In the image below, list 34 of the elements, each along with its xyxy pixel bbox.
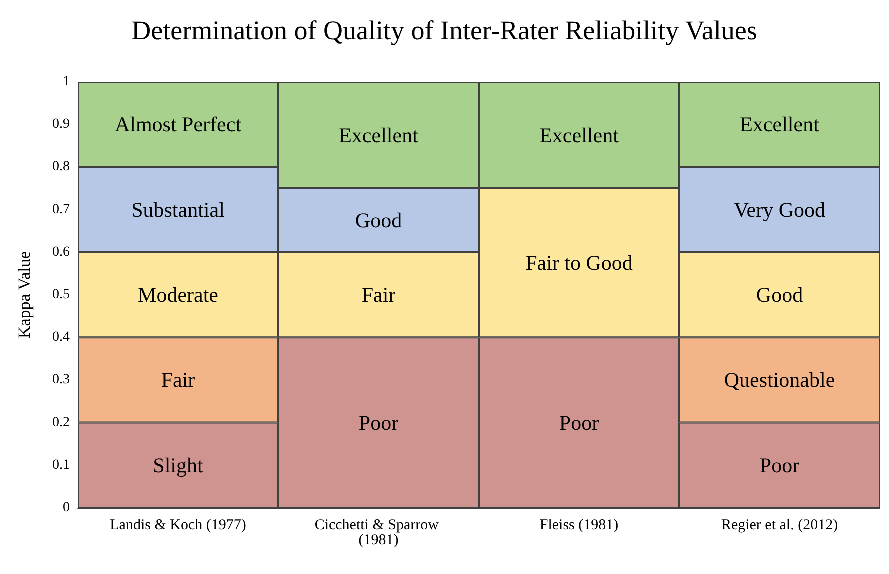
data-label: Substantial [132,198,226,222]
y-tick-label: 0.6 [52,244,70,260]
chart-title: Determination of Quality of Inter-Rater Reliability Values [132,16,758,46]
data-label: Good [355,208,403,232]
y-tick-label: 0.5 [52,288,70,302]
y-tick-label: 0.2 [52,415,70,430]
y-tick-label: 0.1 [52,458,70,473]
data-label: Moderate [138,283,218,307]
y-tick-label: 0.3 [52,372,70,388]
y-tick-label: 0 [63,500,70,516]
data-label: Very Good [734,198,826,222]
data-label: Almost Perfect [114,112,242,137]
y-tick-label: 0.4 [52,330,70,346]
data-label: Slight [153,453,204,478]
data-label: Poor [559,410,600,435]
y-tick-label: 0.8 [52,160,70,175]
data-label: Poor [760,453,800,478]
x-tick-label: Landis & Koch (1977) [110,518,246,534]
x-tick-label: Regier et al. (2012) [721,518,838,534]
data-label: Poor [358,410,399,435]
y-tick-label: 0.9 [52,117,70,132]
data-label: Good [756,283,804,307]
data-label: Fair to Good [526,251,634,276]
data-label: Excellent [339,123,419,148]
x-tick-label: Cicchetti & Sparrow (1981) [314,518,443,548]
y-axis-title: Kappa Value [15,251,34,339]
data-label: Excellent [740,112,820,137]
data-label: Fair [161,368,196,392]
y-tick-label: 0.7 [52,202,70,218]
data-label: Questionable [724,368,836,392]
y-tick-label: 1 [63,74,70,90]
data-label: Fair [362,283,396,307]
data-label: Excellent [540,123,620,148]
x-tick-label: Fleiss (1981) [540,518,619,534]
